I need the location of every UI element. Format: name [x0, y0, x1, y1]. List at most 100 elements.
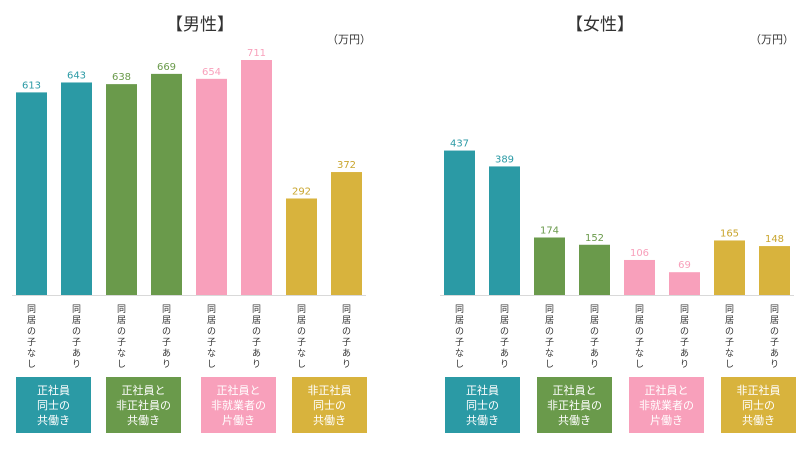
category-tick-label: 子: [207, 337, 216, 348]
category-tick-label: 子: [252, 337, 261, 348]
category-tick-label: 同: [590, 304, 599, 315]
category-tick-label: 居: [545, 315, 554, 326]
bar: [196, 78, 227, 295]
category-tick-label: の: [455, 327, 464, 337]
group-label: 正社員と 非正社員の 共働き: [106, 377, 181, 433]
category-tick-label: の: [117, 327, 126, 337]
category-tick-label: の: [590, 327, 599, 337]
category-tick-label: 同: [72, 304, 81, 315]
bar-value-label: 711: [247, 48, 266, 59]
bar: [331, 172, 362, 295]
category-tick-label: の: [680, 327, 689, 337]
category-tick-label: し: [455, 359, 464, 370]
category-tick-label: な: [27, 348, 36, 359]
category-tick-label: 子: [545, 337, 554, 348]
category-tick-label: 居: [455, 315, 464, 326]
category-tick-label: の: [252, 327, 261, 337]
category-tick-label: 居: [297, 315, 306, 326]
bar: [534, 237, 565, 295]
category-tick-label: し: [207, 359, 216, 370]
category-tick-label: あ: [162, 348, 171, 359]
category-tick-label: 居: [162, 315, 171, 326]
category-tick-label: 子: [27, 337, 36, 348]
bar-value-label: 69: [678, 260, 691, 271]
category-tick-label: 同: [725, 304, 734, 315]
category-tick-label: な: [635, 348, 644, 359]
category-tick-label: 同: [455, 304, 464, 315]
category-tick-label: 子: [770, 337, 779, 348]
category-tick-label: 子: [500, 337, 509, 348]
category-tick-label: 子: [162, 337, 171, 348]
group-label: 正社員と 非就業者の 片働き: [629, 377, 704, 433]
bar: [489, 166, 520, 295]
bar-value-label: 437: [450, 139, 469, 150]
category-tick-label: 同: [162, 304, 171, 315]
group-label: 正社員 同士の 共働き: [16, 377, 91, 433]
category-tick-label: な: [297, 348, 306, 359]
category-tick-label: 居: [252, 315, 261, 326]
category-tick-label: の: [500, 327, 509, 337]
category-tick-label: 居: [342, 315, 351, 326]
category-tick-label: 同: [117, 304, 126, 315]
category-tick-label: 同: [342, 304, 351, 315]
bar-value-label: 669: [157, 62, 176, 73]
bar-value-label: 389: [495, 154, 514, 165]
category-tick-label: の: [545, 327, 554, 337]
bar-value-label: 152: [585, 233, 604, 244]
bar: [624, 259, 655, 295]
bar-value-label: 174: [540, 225, 559, 236]
bar: [759, 246, 790, 295]
category-tick-label: 居: [725, 315, 734, 326]
category-tick-label: な: [455, 348, 464, 359]
category-tick-label: 居: [72, 315, 81, 326]
bar-value-label: 292: [292, 186, 311, 197]
category-tick-label: 子: [117, 337, 126, 348]
category-tick-label: 同: [207, 304, 216, 315]
category-tick-label: 居: [117, 315, 126, 326]
category-tick-label: 居: [590, 315, 599, 326]
category-tick-label: な: [117, 348, 126, 359]
female-chart-title: 【女性】: [566, 15, 634, 35]
category-tick-label: り: [590, 359, 599, 370]
category-tick-label: 子: [342, 337, 351, 348]
category-tick-label: の: [342, 327, 351, 337]
category-tick-label: の: [207, 327, 216, 337]
bar: [106, 84, 137, 295]
category-tick-label: 同: [545, 304, 554, 315]
category-tick-label: あ: [590, 348, 599, 359]
bar: [241, 60, 272, 295]
category-tick-label: 居: [27, 315, 36, 326]
category-tick-label: り: [680, 359, 689, 370]
bar-value-label: 613: [22, 80, 41, 91]
bar-value-label: 106: [630, 248, 649, 259]
category-tick-label: 同: [297, 304, 306, 315]
group-label: 正社員と 非正社員の 共働き: [537, 377, 612, 433]
bar: [286, 198, 317, 295]
bar: [16, 92, 47, 296]
category-tick-label: 同: [27, 304, 36, 315]
category-tick-label: し: [545, 359, 554, 370]
category-tick-label: の: [770, 327, 779, 337]
category-tick-label: の: [297, 327, 306, 337]
group-label: 正社員と 非就業者の 片働き: [201, 377, 276, 433]
category-tick-label: な: [545, 348, 554, 359]
category-tick-label: あ: [770, 348, 779, 359]
category-tick-label: の: [72, 327, 81, 337]
category-tick-label: 同: [680, 304, 689, 315]
bar-value-label: 643: [67, 70, 86, 81]
female-panel: 【女性】 （万円） 437 同居の子なし 389 同居の子あり 174 同居の子なし 152…: [400, 0, 800, 450]
bar: [444, 150, 475, 295]
category-tick-label: 子: [297, 337, 306, 348]
category-tick-label: の: [725, 327, 734, 337]
category-tick-label: り: [162, 359, 171, 370]
bar: [669, 272, 700, 295]
category-tick-label: 子: [635, 337, 644, 348]
male-panel: 【男性】 （万円） 613 同居の子なし 643 同居の子あり 638 同居の子なし 669…: [12, 15, 371, 433]
category-tick-label: り: [500, 359, 509, 370]
category-tick-label: し: [725, 359, 734, 370]
category-tick-label: 子: [725, 337, 734, 348]
category-tick-label: の: [635, 327, 644, 337]
category-tick-label: り: [770, 359, 779, 370]
